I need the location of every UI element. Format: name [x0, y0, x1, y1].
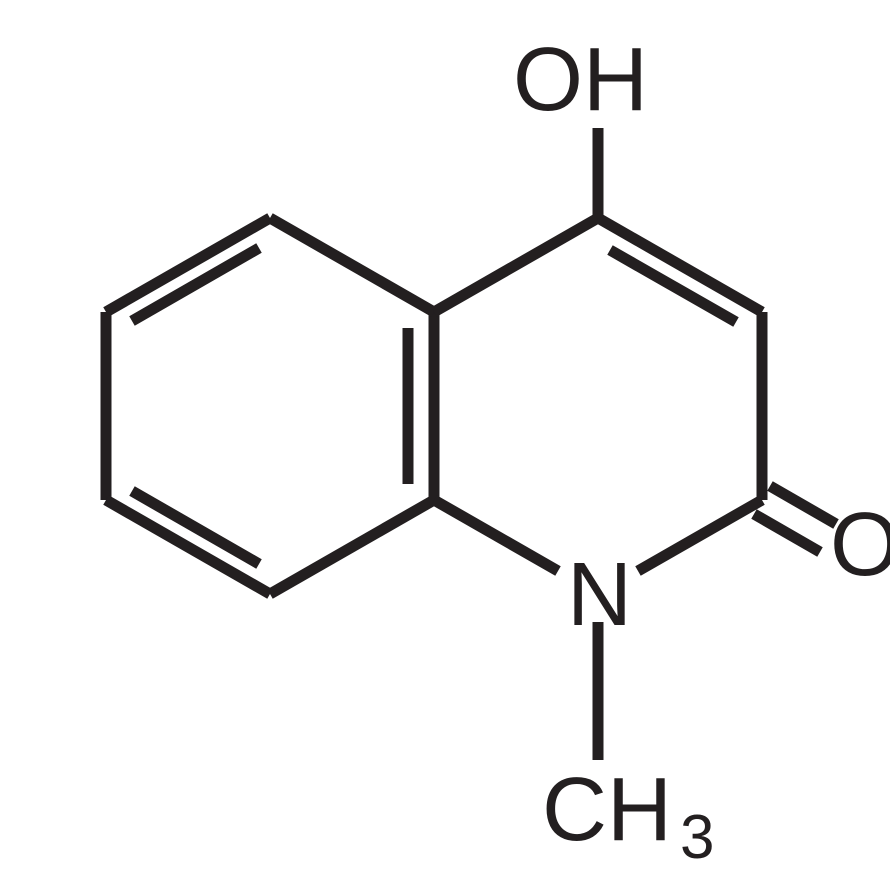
bond [106, 218, 270, 312]
label-n: N [567, 545, 632, 645]
bond [434, 500, 558, 571]
bond [106, 500, 270, 594]
bond [270, 218, 434, 312]
bond [638, 500, 762, 571]
label-o-keto: O [830, 495, 890, 595]
bond-keto-2 [770, 486, 836, 524]
label-oh: OH [513, 30, 648, 130]
bond [434, 218, 598, 312]
label-ch3-sub: 3 [680, 803, 714, 872]
bond [598, 218, 762, 312]
molecule-canvas: OH N O CH 3 [0, 0, 890, 890]
bond-keto-1 [754, 514, 820, 552]
label-ch3-ch: CH [542, 760, 672, 860]
bond [270, 500, 434, 594]
